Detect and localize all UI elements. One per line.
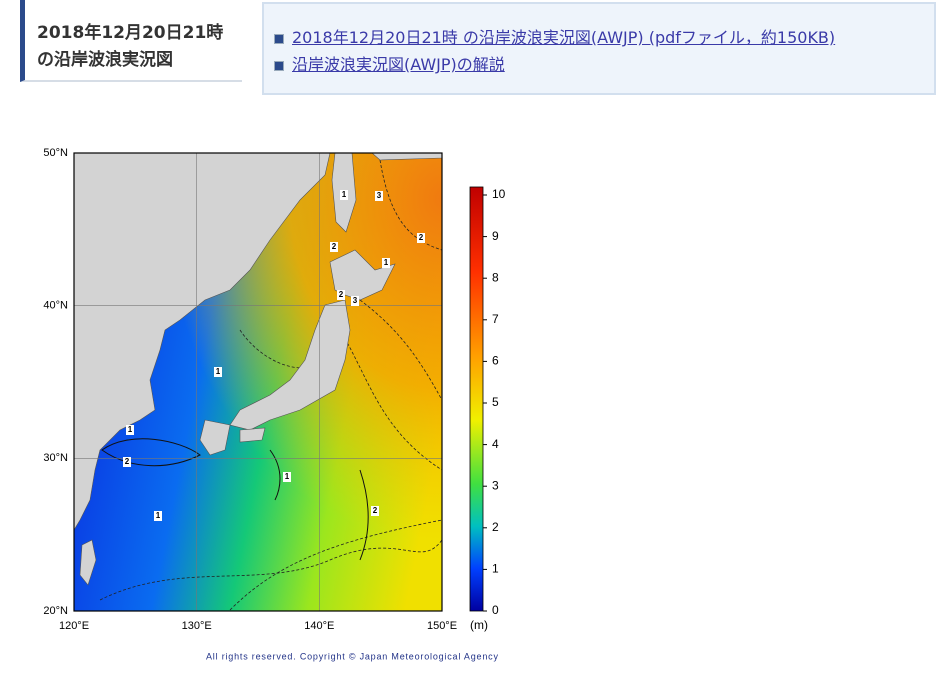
- colorbar-label: 2: [492, 520, 499, 534]
- colorbar-label: 5: [492, 395, 499, 409]
- contour-label: 2: [339, 290, 344, 299]
- contour-label: 1: [156, 511, 161, 520]
- copyright: All rights reserved. Copyright © Japan M…: [206, 651, 499, 661]
- contour-label: 1: [384, 258, 389, 267]
- contour-label-box: [330, 242, 338, 252]
- colorbar-label: 0: [492, 603, 499, 617]
- pdf-link[interactable]: 2018年12月20日21時 の沿岸波浪実況図(AWJP) (pdfファイル，約…: [274, 24, 934, 51]
- lon-label: 140°E: [304, 620, 334, 632]
- colorbar-label: 1: [492, 562, 499, 576]
- map-area: [74, 153, 442, 611]
- contour-label: 1: [128, 425, 133, 434]
- contours: [99, 159, 442, 611]
- colorbar-label: 3: [492, 478, 499, 492]
- colorbar: [469, 186, 484, 612]
- contour-label-box: [283, 472, 291, 482]
- colorbar-label: 4: [492, 437, 499, 451]
- contour-label-box: [126, 425, 134, 435]
- contour-label-box: [214, 367, 222, 377]
- contour-label-box: [371, 506, 379, 516]
- colorbar-label: 8: [492, 270, 499, 284]
- contour-label-box: [382, 258, 390, 268]
- contour-label-box: [123, 457, 131, 467]
- link-box: 2018年12月20日21時 の沿岸波浪実況図(AWJP) (pdfファイル，約…: [262, 2, 936, 95]
- lon-label: 120°E: [59, 620, 89, 632]
- map-frame: [73, 152, 443, 612]
- contour-label-box: [375, 191, 383, 201]
- contour-label: 1: [285, 472, 290, 481]
- contour-label: 2: [332, 242, 337, 251]
- contour-label-box: [154, 511, 162, 521]
- contour-label-box: [417, 233, 425, 243]
- contour-label: 2: [373, 506, 378, 515]
- page-title: 2018年12月20日21時 の沿岸波浪実況図: [20, 0, 242, 82]
- contour-label: 2: [419, 233, 424, 242]
- lat-label: 50°N: [43, 147, 68, 159]
- contour-label-box: [340, 190, 348, 200]
- colorbar-label: 7: [492, 312, 499, 326]
- colorbar-label: 6: [492, 354, 499, 368]
- contour-label: 2: [125, 457, 130, 466]
- contour-label: 3: [377, 191, 382, 200]
- contour-label-box: [351, 296, 359, 306]
- title-line: の沿岸波浪実況図: [37, 50, 173, 70]
- lon-label: 150°E: [427, 620, 457, 632]
- lat-label: 20°N: [43, 605, 68, 617]
- contour-label: 3: [353, 296, 358, 305]
- contour-label: 1: [342, 190, 347, 199]
- explanation-link[interactable]: 沿岸波浪実況図(AWJP)の解説: [274, 51, 934, 78]
- graticule: [74, 153, 442, 611]
- lat-label: 40°N: [43, 300, 68, 312]
- colorbar-label: 10: [492, 187, 506, 201]
- contour-label-box: [337, 290, 345, 300]
- colorbar-label: 9: [492, 229, 499, 243]
- lon-label: 130°E: [182, 620, 212, 632]
- title-line: 2018年12月20日21時: [37, 23, 224, 43]
- lat-label: 30°N: [43, 452, 68, 464]
- colorbar-unit: (m): [470, 618, 488, 632]
- contour-label: 1: [216, 367, 221, 376]
